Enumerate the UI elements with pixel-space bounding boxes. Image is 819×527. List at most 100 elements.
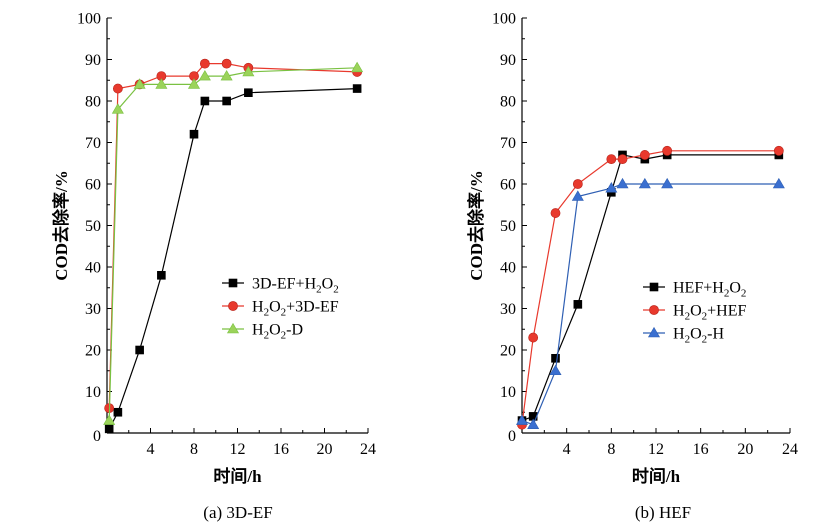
y-axis-title: COD去除率/%	[466, 170, 486, 281]
panel-caption: (b) HEF	[635, 503, 691, 522]
x-axis-title: 时间/h	[213, 466, 262, 486]
legend-label: H2O2+3D-EF	[252, 299, 339, 319]
y-tick-label: 30	[85, 301, 101, 318]
x-axis-title: 时间/h	[632, 466, 681, 486]
y-tick-label: 70	[85, 135, 101, 152]
series-1	[104, 84, 362, 434]
y-tick-label: 30	[500, 301, 516, 318]
data-point	[571, 190, 584, 201]
y-tick-label: 20	[85, 343, 101, 360]
data-point	[187, 78, 201, 89]
x-tick-label: 4	[147, 441, 155, 458]
legend-label-part: 2	[333, 284, 339, 296]
legend-item: H2O2+3D-EF	[222, 299, 339, 319]
legend-label-part: 2	[702, 334, 708, 346]
panel-b-chart: 10 20 30 40 50 60 70 80 90 100 4 8 12 16 20 24 0 时间/h COD去…	[466, 11, 798, 523]
data-point	[221, 58, 232, 69]
data-point	[228, 301, 238, 311]
data-point	[639, 150, 650, 160]
y-tick-label: 80	[85, 94, 101, 111]
data-point	[244, 88, 253, 97]
legend-label-part: +3D-EF	[286, 299, 339, 316]
legend-label-part: +HEF	[707, 303, 746, 320]
legend-item: 3D-EF+H2O2	[222, 276, 339, 296]
x-tick-label: 8	[190, 441, 198, 458]
x-tick-label: 24	[360, 441, 376, 458]
x-tick-label: 24	[782, 441, 798, 458]
legend-label-part: 2	[316, 284, 322, 296]
series-line	[108, 62, 358, 409]
legend-label: H2O2-H	[673, 326, 724, 346]
x-tick-label: 12	[648, 441, 664, 458]
legend-label-part: 2	[724, 288, 730, 300]
legend-label-part: 2	[264, 330, 270, 342]
series-line	[108, 67, 358, 421]
data-point	[649, 282, 659, 292]
data-point	[549, 364, 562, 376]
y-tick-label: 50	[500, 218, 516, 235]
data-point	[199, 58, 210, 69]
data-point	[155, 78, 168, 89]
legend-label-part: -D	[286, 322, 303, 339]
data-point	[550, 208, 561, 218]
y-tick-label: 90	[85, 52, 101, 69]
x-tick-label: 16	[273, 441, 289, 458]
y-tick-label: 60	[500, 177, 516, 194]
data-point	[103, 414, 116, 425]
series-2	[517, 145, 784, 430]
data-point	[551, 353, 560, 363]
legend-label: HEF+H2O2	[673, 280, 746, 300]
data-point	[638, 177, 651, 189]
legend-item: H2O2-D	[222, 322, 303, 342]
y-tick-label: 10	[500, 384, 516, 401]
data-point	[616, 177, 629, 189]
legend-label-part: H	[673, 303, 685, 320]
legend-label: H2O2-D	[252, 322, 303, 342]
legend-label-part: 3D-EF+H	[252, 276, 317, 293]
legend-label-part: 2	[741, 288, 747, 300]
data-point	[773, 145, 784, 156]
data-point	[135, 345, 144, 355]
data-point	[528, 332, 539, 343]
data-point	[104, 424, 114, 434]
y-tick-label: 90	[500, 52, 516, 69]
x-tick-label: 20	[737, 441, 753, 458]
x-tick-label: 8	[607, 441, 615, 458]
origin-label: 0	[508, 428, 516, 445]
y-tick-label: 100	[77, 11, 101, 28]
legend-label-part: H	[673, 326, 685, 343]
x-tick-label: 4	[563, 441, 571, 458]
data-point	[157, 270, 166, 280]
series-3	[515, 177, 785, 430]
data-point	[242, 65, 255, 77]
legend-label-part: H	[252, 299, 264, 316]
data-point	[606, 154, 617, 164]
legend-label: H2O2+HEF	[673, 303, 746, 323]
legend-item: H2O2+HEF	[643, 303, 746, 323]
data-point	[515, 414, 529, 425]
legend-label-part: -H	[707, 326, 724, 343]
panel-a-chart: 10 20 30 40 50 60 70 80 90 100 4 8 12 16 20 24 0 时间/h COD去…	[51, 11, 376, 523]
data-point	[198, 70, 211, 81]
legend-label-part: 2	[281, 330, 287, 342]
y-tick-label: 40	[500, 260, 516, 277]
legend-label: 3D-EF+H2O2	[252, 276, 339, 296]
legend-label-part: 2	[264, 307, 270, 319]
legend-label-part: O	[269, 299, 281, 316]
series-line	[108, 88, 358, 430]
data-point	[649, 305, 659, 315]
series-2	[104, 58, 363, 413]
data-point	[772, 177, 785, 189]
data-point	[228, 278, 238, 288]
data-point	[226, 322, 240, 334]
y-tick-label: 20	[500, 343, 516, 360]
x-tick-label: 12	[230, 441, 246, 458]
data-point	[352, 84, 362, 93]
legend-label-part: O	[269, 322, 281, 339]
data-point	[222, 96, 231, 106]
legend-label-part: O	[322, 276, 334, 293]
data-point	[573, 300, 583, 309]
